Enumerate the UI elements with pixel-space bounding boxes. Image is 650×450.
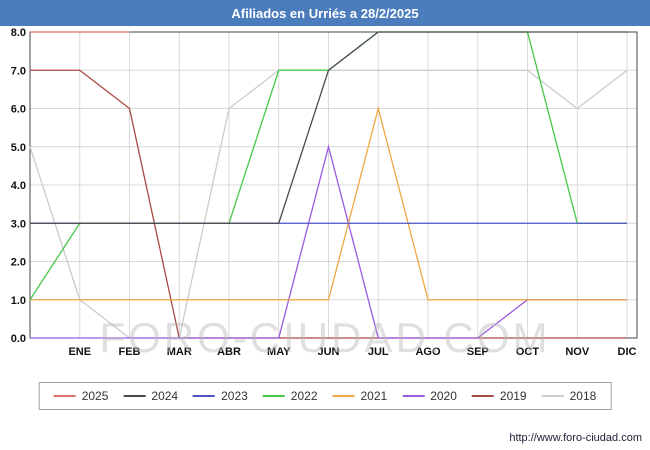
y-tick-label: 1.0 [11,295,26,307]
legend-swatch-2024 [123,395,146,397]
x-tick-label: JUL [368,346,389,358]
legend-label: 2022 [290,389,318,403]
chart-title: Afiliados en Urriés a 28/2/2025 [231,5,419,21]
x-tick-label: DIC [618,346,637,358]
y-tick-label: 3.0 [11,218,26,230]
legend-swatch-2022 [262,395,285,397]
legend-item-2025: 2025 [53,389,109,403]
legend-label: 2025 [81,389,109,403]
affiliates-line-chart: 0.0 1.0 2.0 3.0 4.0 5.0 6.0 7.0 8.0 ENE FEB MAR ABR M… [11,27,638,358]
y-tick-label: 7.0 [11,65,26,77]
x-tick-label: MAR [167,346,192,358]
chart-legend: 2025 2024 2023 2022 2021 2020 2019 2018 [38,382,612,410]
series-line-2019 [30,69,627,339]
x-tick-label: NOV [565,346,590,358]
x-tick-label: ENE [68,346,91,358]
y-tick-label: 8.0 [11,27,26,39]
x-tick-label: AGO [415,346,441,358]
legend-swatch-2025 [53,395,76,397]
legend-item-2018: 2018 [541,389,597,403]
y-tick-label: 5.0 [11,142,26,154]
legend-label: 2024 [151,389,179,403]
y-tick-label: 4.0 [11,180,26,192]
legend-item-2024: 2024 [123,389,178,403]
legend-item-2019: 2019 [471,389,527,403]
legend-swatch-2023 [193,395,216,397]
x-tick-label: JUN [317,346,339,358]
chart-title-bar: Afiliados en Urriés a 28/2/2025 [0,0,650,26]
x-tick-label: SEP [467,346,489,358]
legend-label: 2020 [430,389,457,403]
legend-swatch-2019 [471,395,494,397]
legend-item-2020: 2020 [402,389,457,403]
legend-label: 2019 [499,389,527,403]
legend-label: 2023 [221,389,248,403]
y-tick-label: 0.0 [11,333,26,345]
legend-swatch-2020 [402,395,425,397]
x-tick-label: FEB [119,346,141,358]
footer-url-link[interactable]: http://www.foro-ciudad.com [509,432,642,444]
legend-swatch-2018 [541,395,564,397]
y-tick-label: 2.0 [11,257,26,269]
x-tick-label: MAY [267,346,291,358]
legend-swatch-2021 [332,395,355,397]
series-line-2024 [30,31,627,224]
legend-item-2023: 2023 [193,389,248,403]
legend-item-2022: 2022 [262,389,318,403]
series-line-2021 [30,105,627,301]
legend-label: 2021 [360,389,388,403]
y-tick-label: 6.0 [11,104,26,116]
x-tick-label: OCT [516,346,540,358]
x-tick-label: ABR [217,346,241,358]
legend-label: 2018 [569,389,597,403]
legend-item-2021: 2021 [332,389,388,403]
